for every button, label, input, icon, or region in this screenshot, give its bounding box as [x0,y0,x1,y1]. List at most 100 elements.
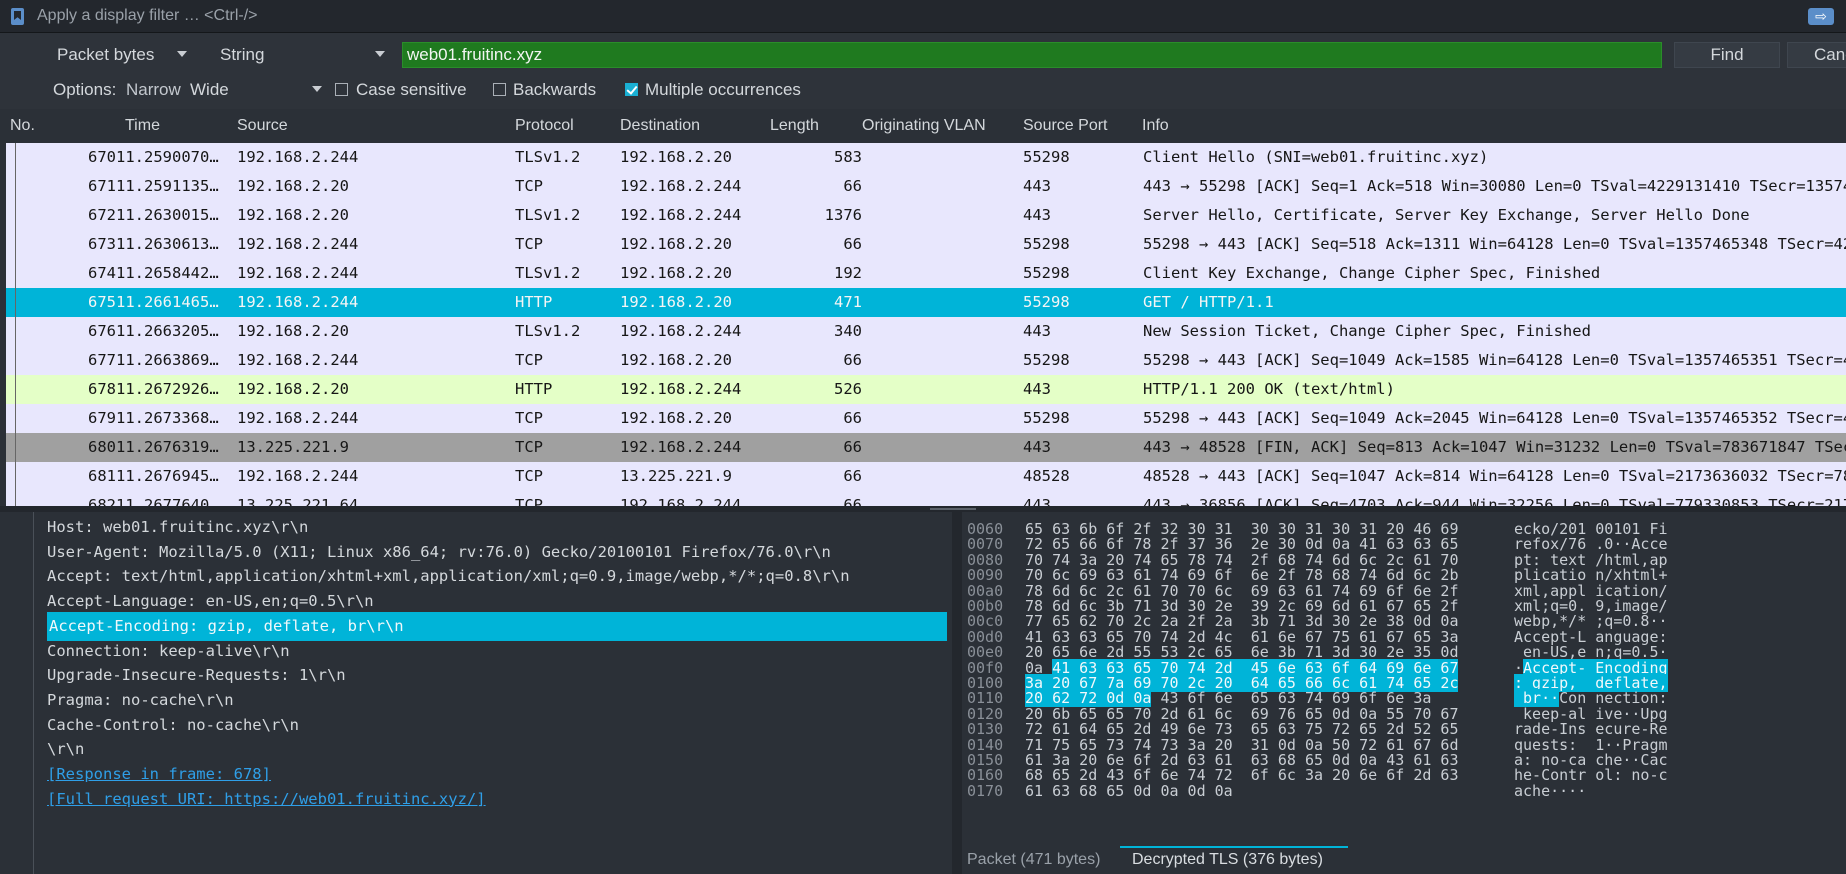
search-type-select[interactable]: Packet bytes [57,45,187,67]
packet-row[interactable]: 677 11.2663869… 192.168.2.244 TCP 192.168.2.… [6,346,1846,375]
packet-row[interactable]: 672 11.2630015… 192.168.2.20 TLSv1.2 192.168… [6,201,1846,230]
ascii-bytes[interactable]: xml,appl ication/ [1514,582,1668,600]
column-header-length[interactable]: Length [770,117,819,134]
packet-source: 192.168.2.20 [237,380,349,398]
column-header-info[interactable]: Info [1142,117,1169,134]
detail-row[interactable]: Host: web01.fruitinc.xyz\r\n [47,518,309,536]
tab-decrypted-tls[interactable]: Decrypted TLS (376 bytes) [1132,851,1323,868]
hex-offset: 00c0 [967,612,1004,631]
detail-link[interactable]: [Response in frame: 678] [47,765,271,783]
packet-destination: 192.168.2.244 [620,380,742,398]
hex-bytes[interactable]: 61 3a 20 6e 6f 2d 63 61 63 68 65 0d 0a 4… [1025,751,1458,769]
ascii-bytes[interactable]: he-Contr ol: no-c [1514,766,1668,784]
packet-bytes-pane[interactable]: 0060 65 63 6b 6f 2f 32 30 31 30 30 31 30 … [962,512,1846,842]
display-filter-bar[interactable]: Apply a display filter … <Ctrl-/> ⇨ [0,0,1846,33]
packet-row[interactable]: 679 11.2673368… 192.168.2.244 TCP 192.168.2.… [6,404,1846,433]
hex-bytes[interactable]: 70 74 3a 20 74 65 78 74 2f 68 74 6d 6c 2… [1025,551,1458,569]
packet-source-port: 443 [1023,380,1051,398]
packet-time: 11.2663205… [116,322,219,340]
detail-row[interactable]: Connection: keep-alive\r\n [47,641,290,660]
hex-bytes[interactable]: 70 6c 69 63 61 74 69 6f 6e 2f 78 68 74 6… [1025,566,1458,584]
bookmark-icon[interactable] [11,8,24,25]
ascii-bytes[interactable]: ·Accept- Encoding [1514,658,1668,677]
hex-bytes[interactable]: 78 6d 6c 3b 71 3d 30 2e 39 2c 69 6d 61 6… [1025,597,1458,615]
ascii-bytes[interactable]: quests: 1··Pragm [1514,736,1668,754]
ascii-bytes[interactable]: rade-Ins ecure-Re [1514,720,1668,738]
hex-bytes[interactable]: 72 61 64 65 2d 49 6e 73 65 63 75 72 65 2… [1025,720,1458,738]
case-sensitive-checkbox[interactable] [335,83,348,96]
ascii-bytes[interactable]: pt: text /html,ap [1514,551,1668,569]
find-string-input[interactable]: web01.fruitinc.xyz [402,42,1662,68]
cancel-button[interactable]: Cancel [1787,42,1846,68]
ascii-bytes[interactable]: refox/76 .0··Acce [1514,535,1668,553]
apply-filter-arrow-icon[interactable]: ⇨ [1808,8,1834,25]
packet-row[interactable]: 675 11.2661465… 192.168.2.244 HTTP 192.168.2… [6,288,1846,317]
multiple-occurrences-checkbox[interactable] [625,83,638,96]
column-header-destination[interactable]: Destination [620,117,701,134]
hex-bytes[interactable]: 68 65 2d 43 6f 6e 74 72 6f 6c 3a 20 6e 6… [1025,766,1458,784]
packet-row[interactable]: 671 11.2591135… 192.168.2.20 TCP 192.168.2.2… [6,172,1846,201]
packet-row[interactable]: 674 11.2658442… 192.168.2.244 TLSv1.2 192.16… [6,259,1846,288]
ascii-bytes[interactable]: ache···· [1514,782,1586,800]
packet-row[interactable]: 673 11.2630613… 192.168.2.244 TCP 192.168.2.… [6,230,1846,259]
packet-row[interactable]: 681 11.2676945… 192.168.2.244 TCP 13.225.221… [6,462,1846,491]
hex-bytes-segment: 71 75 65 73 74 73 3a 20 31 0d 0a 50 72 6… [1025,735,1459,754]
ascii-bytes[interactable]: : gzip, deflate, [1514,674,1668,692]
detail-row[interactable]: Accept-Language: en-US,en;q=0.5\r\n [47,592,374,611]
vertical-splitter[interactable] [952,512,962,874]
hex-bytes[interactable]: 61 63 68 65 0d 0a 0d 0a [1025,782,1233,800]
hex-bytes[interactable]: 20 62 72 0d 0a 43 6f 6e 65 63 74 69 6f 6… [1025,689,1431,708]
hex-bytes[interactable]: 65 63 6b 6f 2f 32 30 31 30 30 31 30 31 2… [1025,520,1458,538]
ascii-bytes[interactable]: br··Con nection: [1514,689,1668,708]
ascii-bytes[interactable]: webp,*/* ;q=0.8·· [1514,612,1668,630]
packet-number: 679 [88,409,116,427]
column-header-time[interactable]: Time [125,117,160,134]
packet-row[interactable]: 678 11.2672926… 192.168.2.20 HTTP 192.168.2.… [6,375,1846,404]
tab-packet-bytes[interactable]: Packet (471 bytes) [967,851,1101,868]
hex-bytes[interactable]: 20 6b 65 65 70 2d 61 6c 69 76 65 0d 0a 5… [1025,705,1458,723]
ascii-bytes[interactable]: Accept-L anguage: [1514,628,1668,646]
detail-link[interactable]: [Full request URI: https://web01.fruitin… [47,789,486,808]
hex-bytes[interactable]: 72 65 66 6f 78 2f 37 36 2e 30 0d 0a 41 6… [1025,535,1458,553]
detail-row[interactable]: Upgrade-Insecure-Requests: 1\r\n [47,666,346,685]
hex-bytes[interactable]: 71 75 65 73 74 73 3a 20 31 0d 0a 50 72 6… [1025,736,1458,754]
packet-row[interactable]: 682 11.2677640… 13.225.221.64 TCP 192.168.2.… [6,491,1846,506]
detail-row[interactable]: \r\n [47,740,85,759]
ascii-bytes[interactable]: plicatio n/xhtml+ [1514,566,1668,584]
packet-row[interactable]: 670 11.2590070… 192.168.2.244 TLSv1.2 192.16… [6,143,1846,172]
column-header-no[interactable]: No. [10,117,35,134]
packet-row[interactable]: 676 11.2663205… 192.168.2.20 TLSv1.2 192.168… [6,317,1846,346]
ascii-bytes[interactable]: ecko/201 00101 Fi [1514,520,1668,538]
packet-row[interactable]: 680 11.2676319… 13.225.221.9 TCP 192.168.2.2… [6,433,1846,462]
hex-bytes[interactable]: 41 63 63 65 70 74 2d 4c 61 6e 67 75 61 6… [1025,628,1458,646]
splitter-grip[interactable] [930,508,976,510]
hex-bytes[interactable]: 77 65 62 70 2c 2a 2f 2a 3b 71 3d 30 2e 3… [1025,612,1458,630]
detail-row[interactable]: Accept-Encoding: gzip, deflate, br\r\n [47,611,947,641]
detail-row[interactable]: User-Agent: Mozilla/5.0 (X11; Linux x86_… [47,542,831,561]
display-filter-input[interactable]: Apply a display filter … <Ctrl-/> [37,7,258,24]
packet-list[interactable]: 670 11.2590070… 192.168.2.244 TLSv1.2 192.16… [6,143,1846,506]
hex-offset: 00b0 [967,597,1004,615]
character-width-select[interactable]: Wide [190,80,322,102]
column-header-protocol[interactable]: Protocol [515,117,574,134]
detail-row[interactable]: Pragma: no-cache\r\n [47,690,234,709]
hex-bytes[interactable]: 20 65 6e 2d 55 53 2c 65 6e 3b 71 3d 30 2… [1025,643,1458,661]
hex-bytes[interactable]: 0a 41 63 63 65 70 74 2d 45 6e 63 6f 64 6… [1025,658,1459,677]
column-header-vlan[interactable]: Originating VLAN [862,117,986,134]
search-charset-select[interactable]: String [220,45,385,67]
ascii-bytes[interactable]: keep-al ive··Upg [1514,705,1668,723]
hex-bytes[interactable]: 78 6d 6c 2c 61 70 70 6c 69 63 61 74 69 6… [1025,582,1458,600]
ascii-bytes[interactable]: en-US,e n;q=0.5· [1514,643,1668,661]
ascii-bytes[interactable]: a: no-ca che··Cac [1514,751,1668,769]
pane-splitter[interactable] [0,506,1846,512]
detail-row[interactable]: Accept: text/html,application/xhtml+xml,… [47,567,850,586]
detail-row[interactable]: Cache-Control: no-cache\r\n [47,715,299,734]
packet-details-tree[interactable]: Host: web01.fruitinc.xyz\r\n User-Agent: … [0,512,952,874]
column-header-source-port[interactable]: Source Port [1023,117,1108,134]
ascii-bytes[interactable]: xml;q=0. 9,image/ [1514,597,1668,615]
column-header-source[interactable]: Source [237,117,288,134]
backwards-checkbox[interactable] [493,83,506,96]
hex-bytes[interactable]: 3a 20 67 7a 69 70 2c 20 64 65 66 6c 61 7… [1025,674,1459,692]
find-button[interactable]: Find [1674,42,1780,68]
narrow-option[interactable]: Narrow [126,80,181,99]
